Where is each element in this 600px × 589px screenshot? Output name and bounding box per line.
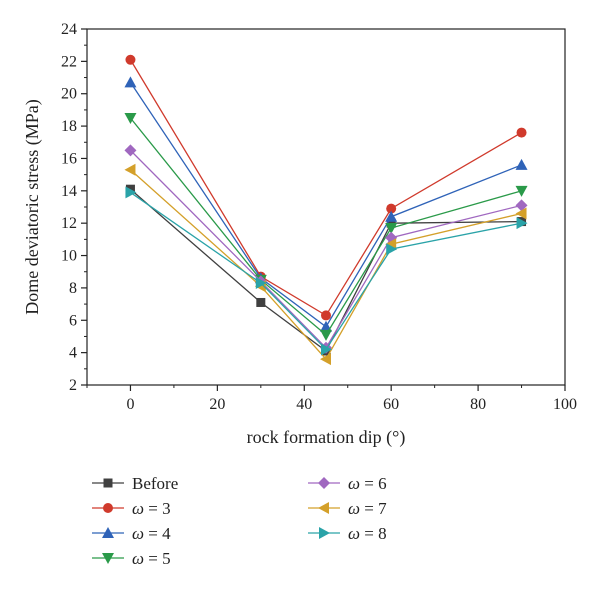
legend-symbol: ω bbox=[348, 474, 360, 493]
data-point bbox=[516, 217, 528, 230]
series-line bbox=[129, 82, 522, 328]
legend-symbol: ω bbox=[348, 524, 360, 543]
legend-item: ω = 4 bbox=[92, 524, 171, 543]
legend-value: = 8 bbox=[360, 524, 387, 543]
legend-value: = 6 bbox=[360, 474, 387, 493]
legend-symbol: ω bbox=[348, 499, 360, 518]
y-tick-label: 6 bbox=[69, 312, 77, 329]
data-point bbox=[386, 203, 397, 214]
data-point bbox=[321, 310, 331, 321]
data-point bbox=[320, 353, 331, 366]
x-tick-label: 100 bbox=[553, 396, 577, 413]
data-point bbox=[321, 343, 332, 356]
series-1 bbox=[125, 54, 527, 321]
legend-marker bbox=[102, 553, 114, 564]
legend-marker bbox=[103, 478, 113, 488]
legend-item: ω = 8 bbox=[308, 524, 387, 543]
legend-marker bbox=[318, 477, 330, 489]
data-point bbox=[385, 223, 398, 235]
series-line bbox=[129, 117, 522, 336]
x-axis-title: rock formation dip (°) bbox=[247, 427, 406, 448]
legend-value: = 7 bbox=[360, 499, 387, 518]
legend-marker bbox=[319, 527, 330, 539]
legend-label: ω = 4 bbox=[132, 524, 171, 543]
data-point bbox=[516, 127, 527, 138]
legend-item: ω = 7 bbox=[308, 499, 387, 518]
legend-value: = 4 bbox=[144, 524, 171, 543]
data-point bbox=[255, 277, 267, 290]
x-tick-label: 40 bbox=[296, 396, 312, 413]
y-tick-label: 22 bbox=[61, 53, 77, 70]
y-axis-title: Dome deviatoric stress (MPa) bbox=[22, 99, 43, 314]
legend-label: ω = 8 bbox=[348, 524, 387, 543]
data-point bbox=[124, 144, 137, 157]
y-tick-label: 8 bbox=[69, 280, 77, 297]
data-point bbox=[515, 185, 528, 197]
x-tick-label: 80 bbox=[470, 396, 486, 413]
legend-item: Before bbox=[92, 474, 178, 493]
y-tick-label: 20 bbox=[61, 86, 77, 103]
legend-item: ω = 3 bbox=[92, 499, 171, 518]
legend-item: ω = 5 bbox=[92, 549, 171, 568]
data-point bbox=[125, 54, 136, 65]
data-point bbox=[515, 199, 528, 212]
data-point bbox=[256, 297, 266, 307]
legend-label: ω = 6 bbox=[348, 474, 387, 493]
data-point bbox=[124, 113, 137, 124]
y-tick-label: 16 bbox=[61, 150, 77, 167]
legend-label: Before bbox=[132, 474, 178, 493]
legend-item: ω = 6 bbox=[308, 474, 387, 493]
data-point bbox=[385, 210, 398, 222]
y-tick-label: 4 bbox=[69, 345, 77, 362]
legend-symbol: ω bbox=[132, 499, 144, 518]
y-tick-label: 24 bbox=[61, 21, 77, 38]
legend-value: = 3 bbox=[144, 499, 171, 518]
y-tick-label: 2 bbox=[69, 377, 77, 394]
data-point bbox=[320, 329, 332, 341]
series-layer bbox=[124, 54, 528, 366]
legend-label: ω = 5 bbox=[132, 549, 171, 568]
data-point bbox=[515, 158, 528, 170]
data-point bbox=[124, 163, 136, 176]
legend-symbol: ω bbox=[132, 549, 144, 568]
y-tick-label: 14 bbox=[61, 183, 77, 200]
series-2 bbox=[124, 76, 528, 332]
legend-marker bbox=[318, 502, 329, 514]
legend-label: ω = 3 bbox=[132, 499, 171, 518]
series-3 bbox=[124, 113, 528, 341]
x-tick-label: 60 bbox=[383, 396, 399, 413]
y-tick-label: 12 bbox=[61, 215, 77, 232]
y-tick-label: 18 bbox=[61, 118, 77, 135]
y-tick-label: 10 bbox=[61, 248, 77, 265]
legend-marker bbox=[103, 503, 113, 513]
legend-marker bbox=[102, 527, 114, 538]
legend-value: = 5 bbox=[144, 549, 171, 568]
x-tick-label: 20 bbox=[209, 396, 225, 413]
data-point bbox=[386, 243, 398, 256]
data-point bbox=[125, 186, 137, 199]
data-point bbox=[124, 76, 137, 88]
series-6 bbox=[125, 186, 528, 356]
legend-label: ω = 7 bbox=[348, 499, 387, 518]
legend-symbol: ω bbox=[132, 524, 144, 543]
data-point bbox=[515, 207, 527, 220]
x-tick-label: 0 bbox=[126, 396, 134, 413]
